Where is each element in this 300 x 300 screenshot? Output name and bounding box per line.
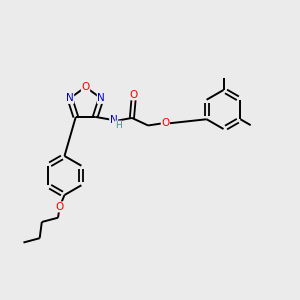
Text: H: H — [115, 121, 122, 130]
Text: O: O — [130, 90, 138, 100]
Text: O: O — [55, 202, 63, 212]
Text: O: O — [81, 82, 90, 92]
Text: N: N — [66, 93, 74, 103]
Text: N: N — [97, 93, 105, 103]
Text: N: N — [110, 115, 117, 125]
Text: O: O — [161, 118, 169, 128]
